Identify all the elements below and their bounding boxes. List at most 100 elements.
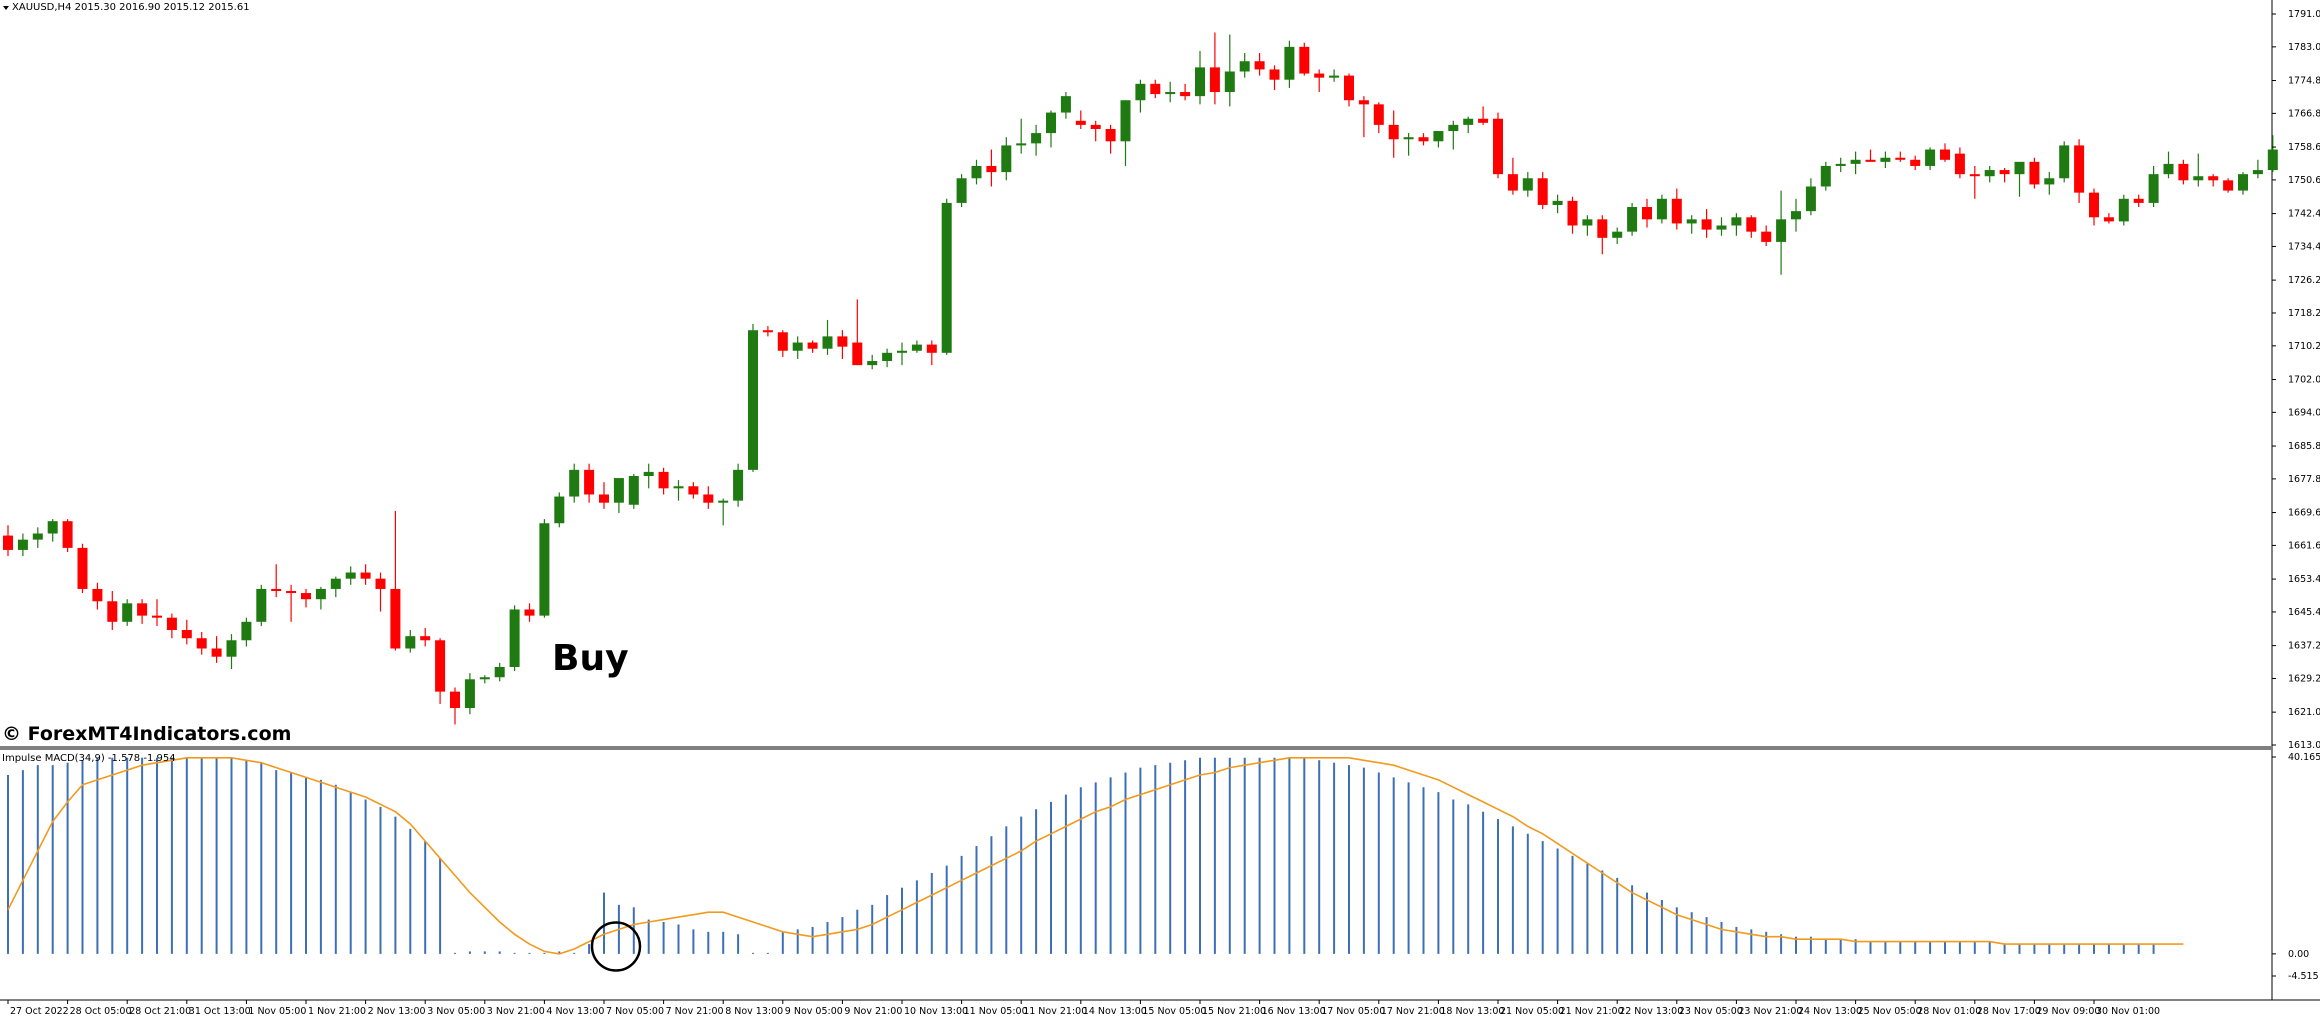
candle-body [1224, 71, 1235, 93]
candle-body [1075, 120, 1086, 125]
candle-body [673, 486, 684, 489]
candle-body [1269, 69, 1280, 80]
candle-body [837, 336, 848, 347]
candle-body [539, 523, 550, 616]
candle [450, 687, 460, 725]
candle [1582, 215, 1593, 236]
candle-body [286, 590, 297, 594]
candle [822, 319, 833, 355]
candle [1046, 110, 1056, 148]
candle [375, 572, 386, 612]
candle [1493, 112, 1503, 179]
candle [1120, 100, 1131, 166]
candle [1090, 120, 1101, 142]
candle [1433, 131, 1444, 148]
price-tick-label: 1677.80 [2288, 474, 2320, 485]
candle [1731, 213, 1742, 236]
candle-body [1627, 207, 1638, 232]
candle-body [1329, 75, 1340, 78]
candle [509, 605, 520, 672]
candle [941, 198, 952, 355]
candle-body [1984, 170, 1995, 177]
candle-body [1731, 217, 1742, 226]
candle [971, 159, 982, 185]
candle-body [628, 476, 639, 505]
price-tick-label: 1742.40 [2288, 209, 2320, 220]
candle-body [1373, 104, 1384, 125]
candle-body [301, 593, 311, 600]
price-tick-label: 1621.00 [2288, 707, 2320, 718]
time-tick-label: 11 Nov 05:00 [964, 1006, 1028, 1016]
candle [77, 543, 88, 594]
candle-body [2133, 198, 2144, 203]
time-tick-label: 10 Nov 13:00 [904, 1006, 968, 1016]
crossover-circle [590, 921, 642, 972]
candle-body [137, 603, 148, 616]
time-tick-label: 31 Oct 13:00 [189, 1006, 251, 1016]
candle [1671, 188, 1682, 230]
candle [911, 340, 922, 353]
candle [1195, 50, 1205, 105]
collapse-triangle-icon[interactable] [3, 6, 9, 10]
candle-body [688, 486, 699, 495]
candle [1984, 165, 1995, 183]
candle [1180, 83, 1191, 101]
candle [1656, 194, 1667, 224]
candle [1418, 133, 1429, 146]
time-tick-label: 4 Nov 13:00 [546, 1006, 604, 1016]
candle-body [2208, 176, 2219, 181]
candle [360, 564, 371, 585]
candle-body [1448, 124, 1459, 132]
candle-body [867, 361, 878, 366]
candle-body [271, 588, 282, 591]
candle [137, 599, 148, 624]
candle [1507, 157, 1518, 195]
candle-body [911, 344, 922, 351]
candle-body [792, 342, 803, 351]
candle [1269, 65, 1280, 90]
candle-body [599, 494, 609, 503]
candle [1329, 69, 1340, 82]
time-tick-label: 7 Nov 21:00 [666, 1006, 724, 1016]
time-tick-label: 27 Oct 2022 [10, 1006, 69, 1016]
candle-body [777, 332, 788, 351]
candle [1075, 110, 1086, 129]
candle-body [479, 677, 490, 680]
candle [1552, 194, 1563, 214]
time-tick-label: 3 Nov 05:00 [427, 1006, 485, 1016]
candle [226, 634, 237, 670]
candle [1031, 124, 1042, 156]
candle [122, 599, 133, 626]
watermark: © ForexMT4Indicators.com [2, 723, 291, 745]
candle-body [897, 350, 907, 353]
candle-body [1403, 137, 1414, 140]
candle-body [584, 469, 595, 495]
candle [2044, 172, 2055, 195]
candle-body [2148, 174, 2159, 203]
candle [2148, 165, 2159, 208]
candle-body [1299, 46, 1310, 74]
candle [554, 492, 565, 528]
price-tick-label: 1694.00 [2288, 407, 2320, 418]
time-tick-label: 28 Oct 21:00 [129, 1006, 191, 1016]
candle-body [330, 578, 341, 589]
candle [1716, 217, 1727, 236]
panel-separator [0, 746, 2272, 750]
time-tick-label: 15 Nov 21:00 [1202, 1006, 1266, 1016]
candle [92, 582, 103, 610]
candle [792, 336, 803, 359]
candle-body [658, 471, 669, 489]
candle-body [32, 533, 43, 540]
candle-body [435, 640, 446, 692]
candle [1522, 172, 1533, 197]
candle-body [390, 588, 401, 649]
candle-body [733, 469, 744, 501]
candle [286, 584, 297, 622]
candles [3, 32, 2278, 725]
price-tick-label: 1629.20 [2288, 673, 2320, 684]
candle-body [1209, 67, 1220, 93]
candle-body [1135, 83, 1146, 101]
price-tick-label: 1718.20 [2288, 308, 2320, 319]
